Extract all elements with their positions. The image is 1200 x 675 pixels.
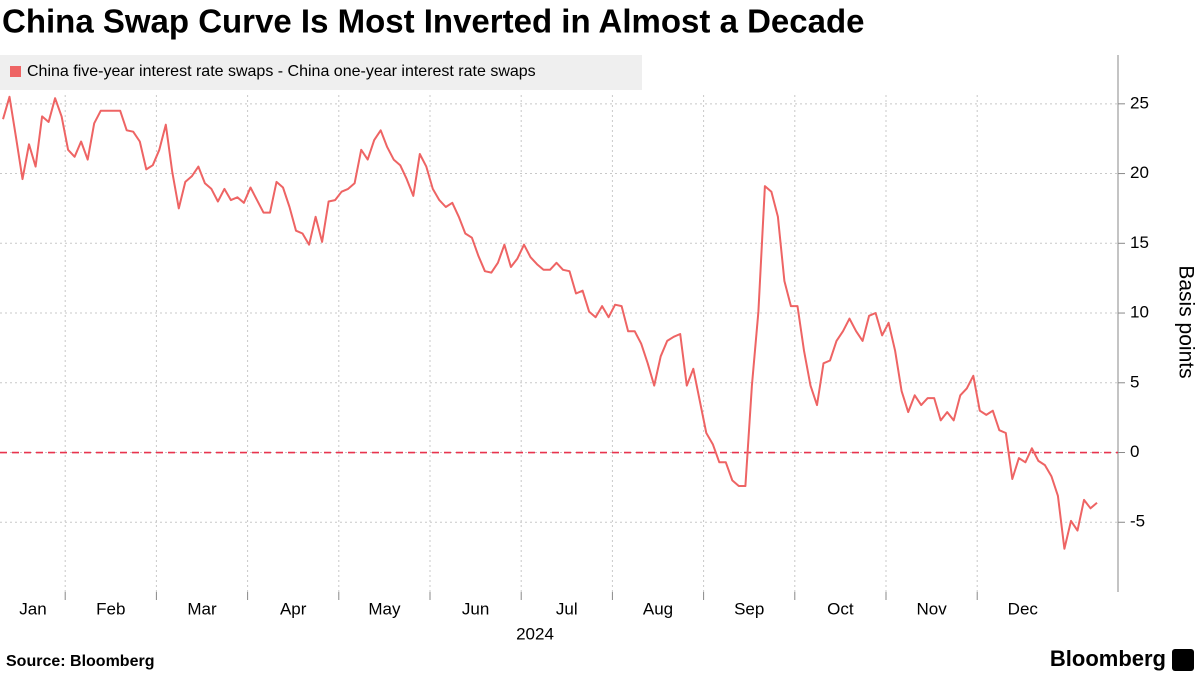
x-tick-label: Jun	[462, 599, 489, 618]
legend-swatch	[10, 66, 21, 77]
legend-label: China five-year interest rate swaps - Ch…	[27, 63, 536, 80]
data-line	[2, 95, 1098, 550]
legend-box	[0, 55, 642, 90]
y-tick-label: 5	[1130, 372, 1139, 391]
x-tick-label: Feb	[96, 599, 125, 618]
brand-icon	[1172, 649, 1194, 671]
chart-title: China Swap Curve Is Most Inverted in Alm…	[2, 3, 865, 40]
y-axis-label: Basis points	[1174, 265, 1197, 378]
x-tick-label: Sep	[734, 599, 764, 618]
y-tick-label: 25	[1130, 93, 1149, 112]
brand: Bloomberg	[1050, 646, 1166, 671]
x-tick-label: Nov	[916, 599, 947, 618]
y-tick-label: -5	[1130, 512, 1145, 531]
y-tick-label: 20	[1130, 163, 1149, 182]
y-tick-label: 15	[1130, 233, 1149, 252]
x-tick-label: Mar	[187, 599, 217, 618]
x-tick-label: Jan	[19, 599, 46, 618]
x-tick-label: Oct	[827, 599, 854, 618]
x-tick-label: May	[368, 599, 401, 618]
x-tick-label: Aug	[643, 599, 673, 618]
y-tick-label: 10	[1130, 303, 1149, 322]
source: Source: Bloomberg	[6, 653, 154, 670]
y-tick-label: 0	[1130, 442, 1139, 461]
x-tick-label: Dec	[1008, 599, 1039, 618]
x-tick-label: Jul	[556, 599, 578, 618]
x-tick-label: Apr	[280, 599, 307, 618]
x-group-label: 2024	[516, 624, 554, 643]
